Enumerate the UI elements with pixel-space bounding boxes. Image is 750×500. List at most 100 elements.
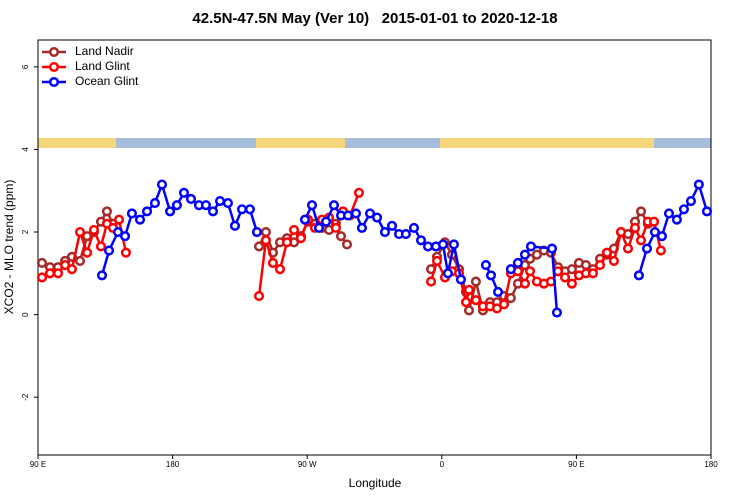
- data-point: [171, 200, 182, 211]
- data-point: [448, 239, 459, 250]
- data-point: [525, 241, 536, 252]
- data-point: [60, 259, 71, 271]
- data-point: [101, 206, 112, 217]
- data-point: [415, 235, 427, 246]
- data-point: [519, 249, 531, 260]
- data-point: [512, 257, 523, 269]
- data-point: [328, 200, 340, 211]
- data-point: [552, 266, 564, 277]
- data-point: [633, 270, 644, 281]
- data-point: [551, 307, 563, 318]
- data-point: [463, 284, 475, 295]
- land-ocean-strip: [38, 138, 711, 148]
- data-point: [288, 224, 300, 236]
- data-point: [82, 247, 93, 258]
- y-tick-label: 4: [21, 147, 30, 152]
- data-point: [207, 206, 219, 217]
- data-point: [141, 206, 153, 217]
- data-point: [524, 266, 536, 277]
- data-point: [350, 208, 362, 219]
- data-point: [685, 195, 697, 207]
- data-point: [44, 268, 56, 279]
- data-point: [119, 231, 131, 242]
- data-point: [629, 222, 641, 233]
- data-point: [156, 179, 168, 190]
- data-point: [356, 222, 367, 233]
- data-point: [236, 204, 248, 215]
- data-point: [74, 255, 86, 266]
- x-tick-label: 90 E: [30, 460, 46, 469]
- data-point: [587, 268, 599, 279]
- legend-marker: [48, 46, 60, 58]
- legend-marker: [48, 61, 60, 73]
- series: [36, 187, 666, 314]
- data-point: [267, 257, 279, 269]
- data-point: [559, 272, 571, 283]
- data-point: [566, 264, 577, 275]
- data-point: [656, 231, 667, 242]
- data-point: [313, 222, 325, 233]
- data-point: [400, 229, 411, 240]
- data-point: [306, 200, 318, 211]
- data-point: [663, 208, 675, 219]
- data-point: [505, 293, 516, 304]
- legend-label: Land Glint: [75, 59, 130, 73]
- y-tick-label: 0: [21, 312, 30, 317]
- data-point: [134, 214, 146, 225]
- data-point: [422, 241, 434, 252]
- data-point: [442, 268, 453, 279]
- y-tick-label: -2: [21, 393, 30, 401]
- data-point: [492, 286, 504, 297]
- x-tick-label: 180: [166, 460, 180, 469]
- data-point: [701, 206, 713, 217]
- data-point: [260, 226, 271, 238]
- y-axis-label: XCO2 - MLO trend (ppm): [2, 180, 16, 315]
- y-tick-label: 6: [21, 64, 30, 69]
- data-point: [648, 216, 660, 227]
- data-point: [615, 226, 627, 238]
- x-tick-label: 90 E: [568, 460, 584, 469]
- data-point: [244, 204, 255, 215]
- data-point: [364, 208, 376, 219]
- legend-marker: [48, 76, 60, 88]
- data-point: [335, 231, 347, 242]
- land-band: [440, 138, 654, 148]
- data-point: [295, 233, 306, 244]
- y-tick-label: 2: [21, 229, 30, 234]
- data-point: [341, 239, 353, 250]
- data-point: [671, 214, 682, 225]
- data-point: [96, 270, 108, 281]
- data-point: [379, 226, 391, 238]
- data-point: [251, 226, 262, 238]
- data-point: [505, 264, 516, 275]
- data-point: [678, 204, 689, 215]
- data-point: [103, 245, 115, 256]
- data-point: [455, 274, 466, 285]
- legend-label: Ocean Glint: [75, 74, 139, 88]
- data-point: [222, 198, 233, 209]
- data-point: [635, 206, 647, 217]
- x-tick-label: 90 W: [298, 460, 317, 469]
- data-point: [353, 187, 364, 198]
- ocean-band: [38, 138, 711, 148]
- data-point: [425, 276, 437, 287]
- land-band: [38, 138, 116, 148]
- data-point: [253, 290, 265, 302]
- x-tick-label: 0: [440, 460, 445, 469]
- data-point: [253, 241, 265, 252]
- series: [96, 179, 713, 318]
- data-point: [480, 259, 491, 271]
- plot-frame: [37, 39, 712, 456]
- data-point: [608, 255, 619, 266]
- data-point: [693, 179, 704, 190]
- data-point: [214, 195, 226, 207]
- data-point: [330, 222, 341, 233]
- data-point: [36, 272, 48, 283]
- data-point: [36, 257, 48, 269]
- data-point: [88, 224, 99, 236]
- data-point: [460, 297, 472, 308]
- data-point: [95, 241, 107, 252]
- data-point: [491, 303, 503, 314]
- chart-title: 42.5N-47.5N May (Ver 10) 2015-01-01 to 2…: [192, 10, 557, 27]
